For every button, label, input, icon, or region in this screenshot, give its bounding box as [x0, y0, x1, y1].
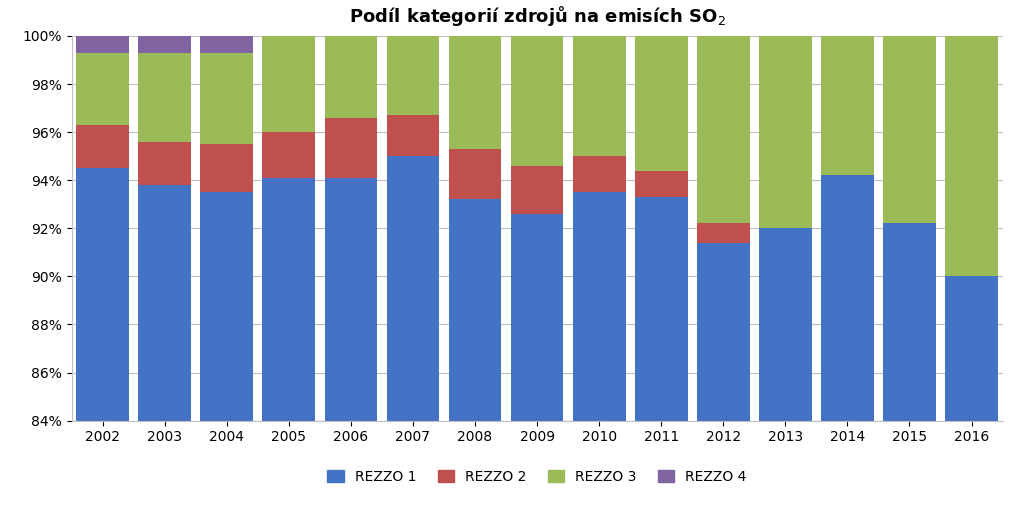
Bar — [201, 53, 253, 144]
Bar — [201, 36, 253, 53]
Bar — [387, 115, 439, 156]
Bar — [324, 36, 377, 117]
Bar — [138, 185, 191, 421]
Bar — [77, 125, 129, 168]
Bar — [324, 178, 377, 421]
Bar — [138, 53, 191, 142]
Bar — [573, 156, 625, 192]
Bar — [387, 36, 439, 115]
Bar — [138, 36, 191, 53]
Bar — [324, 117, 377, 178]
Bar — [449, 200, 501, 421]
Bar — [201, 192, 253, 421]
Bar — [77, 168, 129, 421]
Bar — [883, 36, 936, 224]
Bar — [510, 36, 564, 166]
Bar — [77, 36, 129, 53]
Bar — [263, 132, 315, 178]
Bar — [138, 142, 191, 185]
Bar — [449, 36, 501, 149]
Bar — [945, 36, 997, 277]
Bar — [263, 178, 315, 421]
Bar — [510, 166, 564, 214]
Bar — [263, 36, 315, 132]
Bar — [821, 175, 874, 421]
Bar — [883, 224, 936, 421]
Bar — [945, 277, 997, 421]
Legend: REZZO 1, REZZO 2, REZZO 3, REZZO 4: REZZO 1, REZZO 2, REZZO 3, REZZO 4 — [327, 470, 747, 484]
Bar — [697, 243, 750, 421]
Title: Podíl kategorií zdrojů na emisích SO$_2$: Podíl kategorií zdrojů na emisích SO$_2$ — [349, 4, 725, 28]
Bar — [201, 144, 253, 192]
Bar — [635, 171, 687, 197]
Bar — [573, 36, 625, 156]
Bar — [387, 156, 439, 421]
Bar — [510, 214, 564, 421]
Bar — [77, 53, 129, 125]
Bar — [635, 197, 687, 421]
Bar — [635, 36, 687, 171]
Bar — [449, 149, 501, 200]
Bar — [759, 228, 811, 421]
Bar — [697, 36, 750, 224]
Bar — [697, 224, 750, 243]
Bar — [821, 36, 874, 175]
Bar — [573, 192, 625, 421]
Bar — [759, 36, 811, 228]
